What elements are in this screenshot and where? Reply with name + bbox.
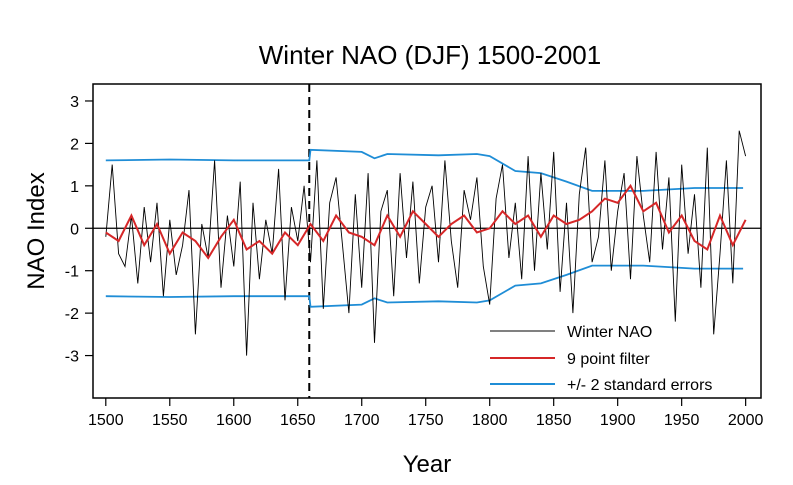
legend-label-filter: 9 point filter: [567, 351, 650, 368]
x-tick-label: 1750: [408, 412, 444, 429]
y-tick-label: 2: [70, 136, 79, 153]
x-tick-label: 1550: [152, 412, 188, 429]
x-tick-label: 1950: [664, 412, 700, 429]
filter-line: [105, 183, 747, 260]
winter-nao-line: [105, 130, 747, 356]
legend-label-errors: +/- 2 standard errors: [567, 377, 712, 394]
x-tick-label: 1850: [536, 412, 572, 429]
y-tick-label: -2: [65, 306, 79, 323]
x-tick-label: 1500: [88, 412, 124, 429]
lower-error-line: [105, 264, 744, 308]
y-tick-label: 0: [70, 221, 79, 238]
y-tick-label: 1: [70, 179, 79, 196]
y-ticks: -3 -2 -1 0 1 2 3: [65, 94, 93, 366]
x-tick-label: 1700: [344, 412, 380, 429]
x-tick-label: 1800: [472, 412, 508, 429]
upper-error-line: [105, 148, 744, 192]
legend-label-winter-nao: Winter NAO: [567, 324, 652, 341]
plot-frame: [92, 83, 762, 399]
x-tick-label: 1600: [216, 412, 252, 429]
y-axis-label: NAO Index: [23, 172, 50, 289]
x-tick-label: 2000: [728, 412, 764, 429]
x-tick-label: 1650: [280, 412, 316, 429]
plot-area: [93, 84, 761, 398]
x-axis-label: Year: [403, 451, 452, 478]
y-tick-label: -1: [65, 264, 79, 281]
chart-title: Winter NAO (DJF) 1500-2001: [259, 40, 601, 70]
y-tick-label: 3: [70, 94, 79, 111]
y-tick-label: -3: [65, 349, 79, 366]
x-ticks: 1500 1550 1600 1650 1700 1750 1800 1850 1900 1950…: [88, 398, 764, 429]
legend: Winter NAO 9 point filter +/- 2 standard…: [490, 324, 712, 394]
x-tick-label: 1900: [600, 412, 636, 429]
